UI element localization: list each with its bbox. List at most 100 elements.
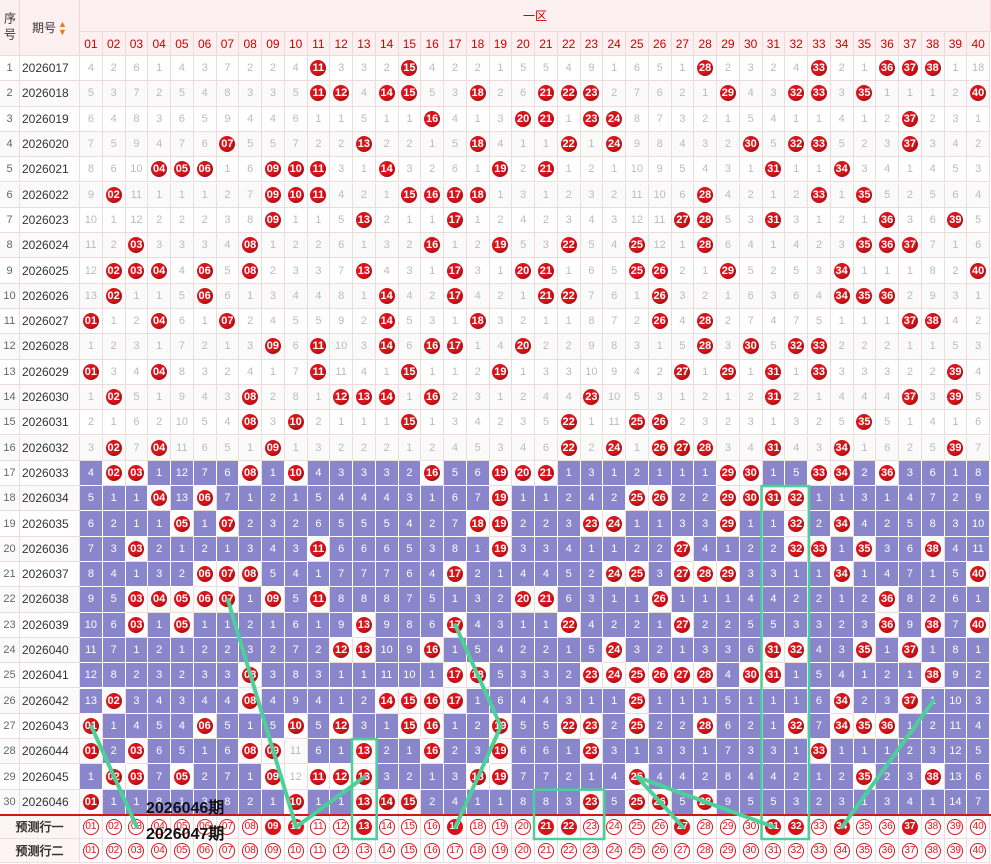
prediction-cell[interactable]: 14 [375,839,399,863]
prediction-cell[interactable]: 40 [967,815,990,839]
prediction-cell[interactable]: 30 [739,815,763,839]
prediction-ball[interactable]: 25 [628,818,645,835]
prediction-cell[interactable]: 20 [512,815,535,839]
prediction-cell[interactable]: 36 [876,815,899,839]
prediction-ball[interactable]: 02 [105,842,122,859]
prediction-cell[interactable]: 24 [603,839,626,863]
prediction-ball[interactable]: 09 [264,818,281,835]
prediction-ball[interactable]: 24 [606,842,623,859]
prediction-ball[interactable]: 32 [788,842,805,859]
prediction-cell[interactable]: 35 [853,839,877,863]
prediction-ball[interactable]: 28 [697,818,714,835]
prediction-cell[interactable]: 29 [717,815,740,839]
prediction-ball[interactable]: 18 [469,842,486,859]
prediction-cell[interactable]: 37 [899,839,922,863]
prediction-ball[interactable]: 35 [856,818,873,835]
prediction-cell[interactable]: 29 [717,839,740,863]
prediction-ball[interactable]: 10 [287,842,304,859]
prediction-cell[interactable]: 22 [557,839,581,863]
prediction-ball[interactable]: 26 [651,842,668,859]
prediction-ball[interactable]: 34 [833,842,850,859]
prediction-cell[interactable]: 28 [694,839,717,863]
prediction-ball[interactable]: 40 [970,842,987,859]
prediction-ball[interactable]: 36 [879,818,896,835]
prediction-cell[interactable]: 28 [694,815,717,839]
prediction-cell[interactable]: 16 [421,839,444,863]
prediction-cell[interactable]: 09 [262,815,285,839]
prediction-ball[interactable]: 01 [82,842,99,859]
prediction-ball[interactable]: 12 [333,842,350,859]
prediction-ball[interactable]: 20 [515,842,532,859]
prediction-cell[interactable]: 13 [353,839,376,863]
prediction-cell[interactable]: 26 [648,815,672,839]
prediction-ball[interactable]: 33 [810,842,827,859]
prediction-cell[interactable]: 17 [444,815,467,839]
prediction-ball[interactable]: 38 [924,842,941,859]
prediction-cell[interactable]: 08 [239,815,262,839]
prediction-ball[interactable]: 22 [560,842,577,859]
prediction-ball[interactable]: 30 [742,842,759,859]
prediction-cell[interactable]: 40 [967,839,990,863]
prediction-cell[interactable]: 15 [398,839,422,863]
prediction-cell[interactable]: 04 [148,815,171,839]
prediction-ball[interactable]: 03 [128,842,145,859]
prediction-cell[interactable]: 26 [648,839,672,863]
prediction-cell[interactable]: 19 [489,839,513,863]
prediction-cell[interactable]: 38 [921,839,945,863]
prediction-ball[interactable]: 17 [446,842,463,859]
prediction-ball[interactable]: 24 [606,818,623,835]
prediction-ball[interactable]: 15 [401,818,418,835]
prediction-cell[interactable]: 37 [899,815,922,839]
prediction-ball[interactable]: 23 [583,818,600,835]
prediction-cell[interactable]: 10 [284,815,308,839]
prediction-ball[interactable]: 12 [333,818,350,835]
prediction-ball[interactable]: 06 [196,818,213,835]
prediction-ball[interactable]: 01 [82,818,99,835]
prediction-ball[interactable]: 04 [151,842,168,859]
prediction-ball[interactable]: 05 [173,842,190,859]
prediction-cell[interactable]: 05 [171,815,194,839]
prediction-cell[interactable]: 07 [216,839,240,863]
prediction-ball[interactable]: 26 [651,818,668,835]
prediction-ball[interactable]: 09 [264,842,281,859]
prediction-cell[interactable]: 11 [307,815,331,839]
prediction-ball[interactable]: 20 [515,818,532,835]
prediction-cell[interactable]: 14 [375,815,399,839]
prediction-cell[interactable]: 31 [762,815,786,839]
prediction-cell[interactable]: 39 [944,815,968,839]
prediction-cell[interactable]: 12 [330,815,353,839]
prediction-ball[interactable]: 36 [879,842,896,859]
prediction-ball[interactable]: 03 [128,818,145,835]
prediction-cell[interactable]: 20 [512,839,535,863]
prediction-cell[interactable]: 33 [808,839,831,863]
prediction-cell[interactable]: 21 [535,839,558,863]
prediction-ball[interactable]: 37 [901,842,918,859]
prediction-ball[interactable]: 06 [196,842,213,859]
prediction-cell[interactable]: 17 [444,839,467,863]
prediction-ball[interactable]: 15 [401,842,418,859]
prediction-cell[interactable]: 32 [785,839,808,863]
prediction-ball[interactable]: 16 [424,842,441,859]
prediction-ball[interactable]: 23 [583,842,600,859]
prediction-ball[interactable]: 29 [719,842,736,859]
sort-icon[interactable]: ▲ ▼ [58,18,67,37]
prediction-ball[interactable]: 19 [492,842,509,859]
prediction-ball[interactable]: 25 [628,842,645,859]
prediction-cell[interactable]: 31 [762,839,786,863]
prediction-cell[interactable]: 36 [876,839,899,863]
prediction-ball[interactable]: 08 [242,842,259,859]
prediction-ball[interactable]: 31 [765,842,782,859]
prediction-cell[interactable]: 01 [80,815,103,839]
prediction-ball[interactable]: 14 [378,818,395,835]
prediction-ball[interactable]: 14 [378,842,395,859]
prediction-cell[interactable]: 10 [284,839,308,863]
prediction-ball[interactable]: 18 [469,818,486,835]
prediction-ball[interactable]: 17 [446,818,463,835]
prediction-cell[interactable]: 03 [125,839,149,863]
prediction-ball[interactable]: 04 [151,818,168,835]
prediction-cell[interactable]: 24 [603,815,626,839]
prediction-ball[interactable]: 39 [947,842,964,859]
prediction-cell[interactable]: 30 [739,839,763,863]
prediction-ball[interactable]: 21 [537,842,554,859]
prediction-cell[interactable]: 06 [193,815,217,839]
